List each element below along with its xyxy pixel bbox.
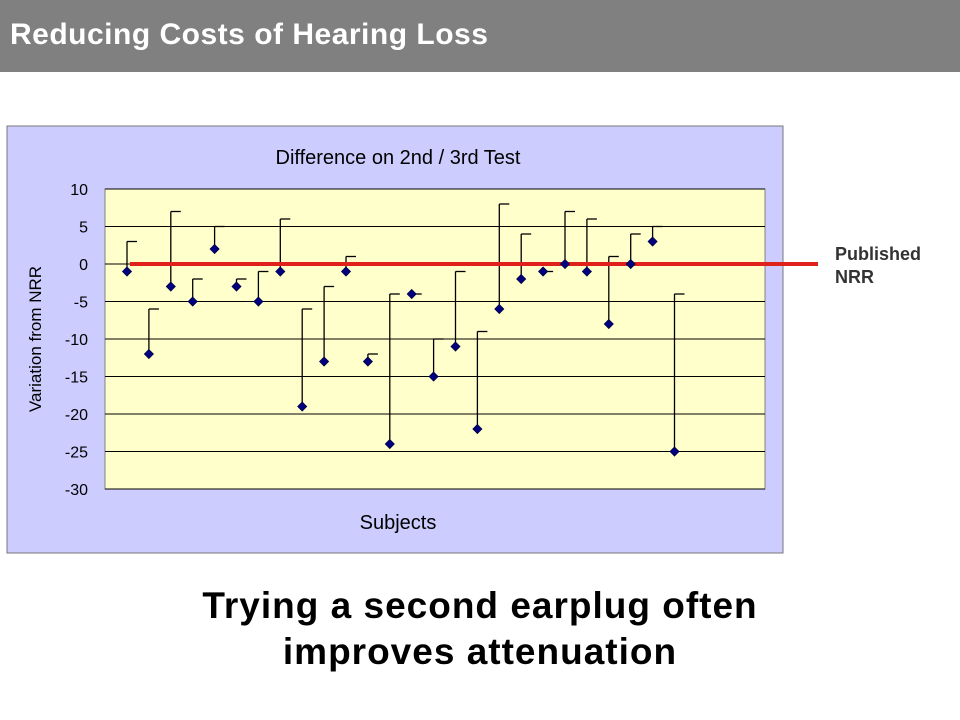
y-tick-label: 10 <box>70 182 88 199</box>
page-title: Reducing Costs of Hearing Loss <box>10 18 489 51</box>
data-point-marker <box>603 318 614 330</box>
y-tick-label: -15 <box>65 370 88 387</box>
header-bar: Reducing Costs of Hearing Loss <box>0 0 960 72</box>
y-tick-labels: 10 5 0 -5 -10 -15 -20 -25 -30 <box>65 182 88 499</box>
data-point-marker <box>275 266 286 277</box>
y-tick-label: -20 <box>65 407 88 424</box>
data-point-marker <box>340 266 352 277</box>
caption-line-2: improves attenuation <box>282 631 678 672</box>
data-point-marker <box>538 266 549 277</box>
data-point-marker <box>581 266 592 277</box>
data-point-marker <box>669 446 680 457</box>
data-point-marker <box>165 281 176 292</box>
caption-line-1: Trying a second earplug often <box>202 585 758 626</box>
data-point-marker <box>494 303 505 315</box>
data-point-marker <box>472 423 483 435</box>
published-nrr-label-line1: Published <box>835 244 921 264</box>
y-tick-label: -30 <box>65 482 88 499</box>
y-tick-label: -5 <box>74 295 88 312</box>
data-points <box>121 236 680 457</box>
chart-title: Difference on 2nd / 3rd Test <box>276 147 521 169</box>
y-tick-label: 5 <box>79 220 88 237</box>
range-lines <box>126 203 685 452</box>
caption: Trying a second earplug often improves a… <box>100 583 860 675</box>
y-tick-label: -25 <box>65 445 88 462</box>
data-point-marker <box>231 281 242 292</box>
data-point-marker <box>121 266 133 277</box>
data-point-marker <box>625 258 636 270</box>
data-point-marker <box>559 258 571 270</box>
data-point-marker <box>187 296 198 307</box>
x-axis-label: Subjects <box>360 512 437 534</box>
data-point-marker <box>143 348 154 360</box>
data-point-marker <box>209 243 220 255</box>
y-axis-label: Variation from NRR <box>26 266 45 412</box>
data-point-marker <box>647 236 658 247</box>
data-point-marker <box>450 341 461 352</box>
data-point-marker <box>384 438 395 450</box>
published-nrr-label-line2: NRR <box>835 267 874 287</box>
data-point-marker <box>516 273 527 285</box>
data-point-marker <box>428 371 439 382</box>
data-point-marker <box>319 356 330 367</box>
y-tick-label: -10 <box>65 332 88 349</box>
data-point-marker <box>297 401 308 412</box>
data-point-marker <box>406 288 417 300</box>
data-point-marker <box>362 356 373 367</box>
y-tick-label: 0 <box>79 257 88 274</box>
data-point-marker <box>253 296 264 307</box>
